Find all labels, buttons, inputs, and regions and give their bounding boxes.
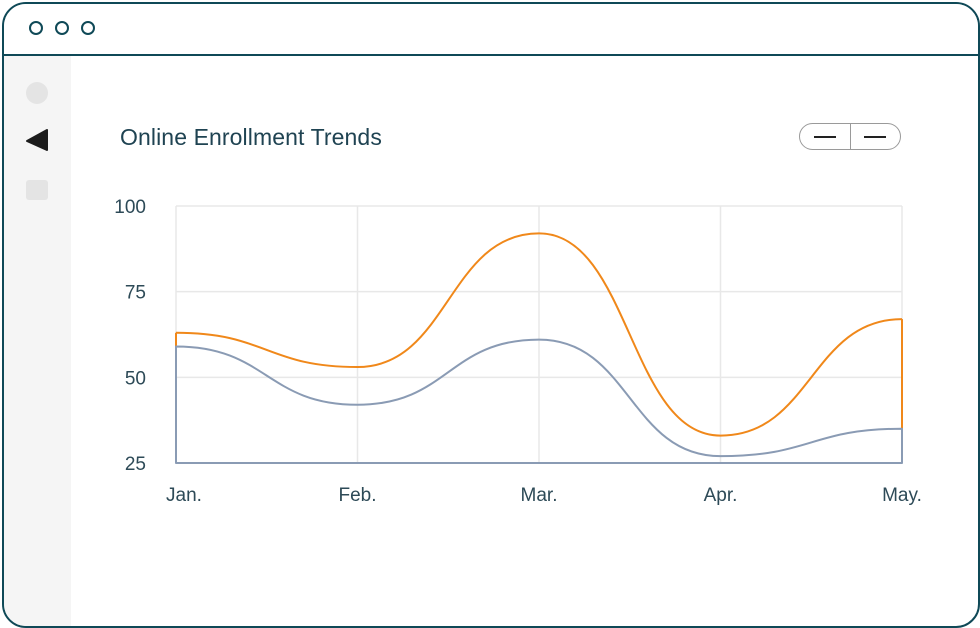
circle-icon[interactable] <box>26 82 48 104</box>
window-dot-icon[interactable] <box>81 21 95 35</box>
title-bar <box>4 4 978 56</box>
window-dot-icon[interactable] <box>29 21 43 35</box>
window-dot-icon[interactable] <box>55 21 69 35</box>
chart-toggle[interactable] <box>799 123 901 150</box>
series-line <box>175 232 903 437</box>
toggle-button-left[interactable] <box>800 124 850 149</box>
x-tick-label: May. <box>882 485 922 506</box>
x-tick-label: Feb. <box>338 485 376 506</box>
dash-icon <box>813 135 836 138</box>
square-icon[interactable] <box>26 180 48 200</box>
chart-grid <box>175 205 903 464</box>
chart-title: Online Enrollment Trends <box>120 124 382 150</box>
chart-series <box>175 232 903 464</box>
y-tick-label: 25 <box>125 454 146 475</box>
sidebar <box>4 56 71 626</box>
x-tick-label: Jan. <box>166 485 202 506</box>
y-tick-label: 100 <box>114 197 146 218</box>
y-axis-ticks: 100 75 50 25 <box>114 197 146 475</box>
y-tick-label: 50 <box>125 368 146 389</box>
series-line <box>175 338 903 464</box>
play-left-icon[interactable] <box>25 128 49 152</box>
x-axis-ticks: Jan. Feb. Mar. Apr. May. <box>166 485 922 506</box>
x-tick-label: Mar. <box>521 485 558 506</box>
x-tick-label: Apr. <box>704 485 738 506</box>
dash-icon <box>864 135 887 138</box>
toggle-button-right[interactable] <box>849 124 901 149</box>
y-tick-label: 75 <box>125 283 146 304</box>
